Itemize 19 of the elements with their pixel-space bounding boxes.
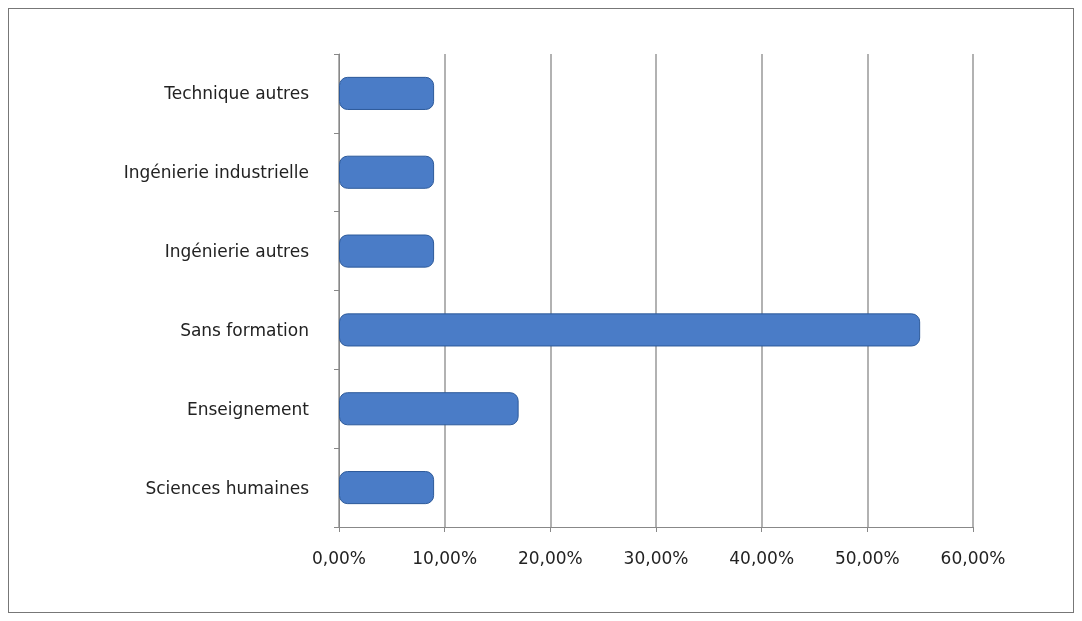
y-tick-label: Sciences humaines (145, 477, 310, 498)
bar (339, 313, 921, 347)
x-tick-label: 10,00% (412, 547, 478, 568)
y-tick-label: Ingénierie autres (164, 241, 310, 262)
bar (339, 471, 435, 505)
bar (339, 392, 519, 426)
x-tick-label: 0,00% (311, 547, 367, 568)
y-tick-label: Ingénierie industrielle (123, 162, 309, 183)
x-tick-label: 60,00% (940, 547, 1006, 568)
x-tick-label: 30,00% (623, 547, 689, 568)
x-tick-label: 40,00% (729, 547, 795, 568)
y-tick-label: Enseignement (186, 398, 310, 419)
y-tick-label: Technique autres (163, 83, 310, 104)
bar (339, 76, 435, 110)
bar (339, 155, 435, 189)
y-tick-label: Sans formation (180, 319, 309, 340)
x-tick-label: 20,00% (517, 547, 583, 568)
x-tick-label: 50,00% (834, 547, 900, 568)
bar (339, 234, 435, 268)
